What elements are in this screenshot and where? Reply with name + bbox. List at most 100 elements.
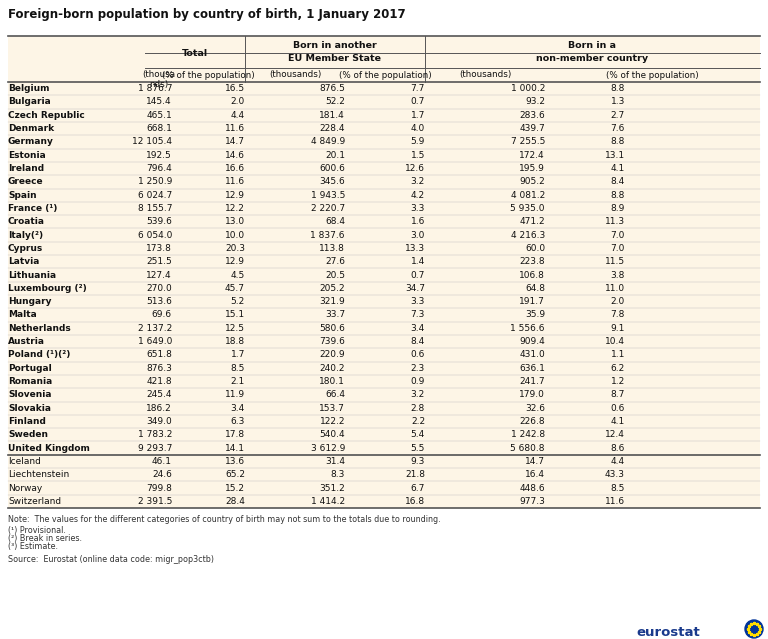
Text: 1 414.2: 1 414.2 — [311, 497, 345, 506]
Text: 153.7: 153.7 — [319, 404, 345, 413]
Text: Malta: Malta — [8, 311, 37, 320]
Text: 35.9: 35.9 — [525, 311, 545, 320]
Text: 9 293.7: 9 293.7 — [137, 443, 172, 452]
Text: 351.2: 351.2 — [319, 484, 345, 493]
Text: 13.0: 13.0 — [225, 217, 245, 226]
Text: 540.4: 540.4 — [319, 430, 345, 439]
Text: 127.4: 127.4 — [147, 270, 172, 279]
Text: 16.4: 16.4 — [525, 470, 545, 479]
Text: 799.8: 799.8 — [146, 484, 172, 493]
Text: 27.6: 27.6 — [325, 258, 345, 266]
Text: 431.0: 431.0 — [519, 350, 545, 359]
Text: 8.3: 8.3 — [331, 470, 345, 479]
Text: 11.3: 11.3 — [605, 217, 625, 226]
Text: 192.5: 192.5 — [146, 151, 172, 160]
Text: 60.0: 60.0 — [525, 244, 545, 253]
Text: 226.8: 226.8 — [519, 417, 545, 426]
Text: 3.0: 3.0 — [411, 231, 425, 240]
Text: 283.6: 283.6 — [519, 111, 545, 119]
Text: 4.5: 4.5 — [230, 270, 245, 279]
Text: 240.2: 240.2 — [319, 364, 345, 373]
Text: 251.5: 251.5 — [146, 258, 172, 266]
Text: 191.7: 191.7 — [519, 297, 545, 306]
Text: 16.6: 16.6 — [225, 164, 245, 173]
Text: 3.4: 3.4 — [411, 324, 425, 333]
Text: 3.8: 3.8 — [611, 270, 625, 279]
Text: 8.6: 8.6 — [611, 443, 625, 452]
Text: 321.9: 321.9 — [319, 297, 345, 306]
Text: 876.3: 876.3 — [146, 364, 172, 373]
Text: 270.0: 270.0 — [146, 284, 172, 293]
Text: 31.4: 31.4 — [325, 457, 345, 466]
Text: Greece: Greece — [8, 178, 44, 187]
Text: 465.1: 465.1 — [146, 111, 172, 119]
Text: 668.1: 668.1 — [146, 124, 172, 133]
Text: 5.5: 5.5 — [411, 443, 425, 452]
Text: Netherlands: Netherlands — [8, 324, 71, 333]
Text: Portugal: Portugal — [8, 364, 51, 373]
Text: 1 783.2: 1 783.2 — [137, 430, 172, 439]
Text: (thousa
nds): (thousa nds) — [142, 70, 175, 89]
Text: 3.2: 3.2 — [411, 390, 425, 399]
Text: 2.7: 2.7 — [611, 111, 625, 119]
Text: Hungary: Hungary — [8, 297, 51, 306]
Text: 2.3: 2.3 — [411, 364, 425, 373]
Text: France (¹): France (¹) — [8, 204, 58, 213]
Text: 13.6: 13.6 — [225, 457, 245, 466]
Text: 1 250.9: 1 250.9 — [137, 178, 172, 187]
Text: 448.6: 448.6 — [519, 484, 545, 493]
Text: Bulgaria: Bulgaria — [8, 98, 51, 107]
Text: 241.7: 241.7 — [519, 377, 545, 386]
Text: Norway: Norway — [8, 484, 42, 493]
Text: 12.4: 12.4 — [605, 430, 625, 439]
Text: 16.5: 16.5 — [225, 84, 245, 93]
Text: 580.6: 580.6 — [319, 324, 345, 333]
Text: 1 000.2: 1 000.2 — [511, 84, 545, 93]
Text: Note:  The values for the different categories of country of birth may not sum t: Note: The values for the different categ… — [8, 515, 441, 524]
Text: 977.3: 977.3 — [519, 497, 545, 506]
Text: 7 255.5: 7 255.5 — [511, 137, 545, 146]
Text: 6.2: 6.2 — [611, 364, 625, 373]
Text: eurostat: eurostat — [636, 626, 700, 639]
Text: 12 105.4: 12 105.4 — [132, 137, 172, 146]
Text: 13.1: 13.1 — [605, 151, 625, 160]
Text: 4.1: 4.1 — [611, 164, 625, 173]
Text: 0.6: 0.6 — [411, 350, 425, 359]
Text: 1.4: 1.4 — [411, 258, 425, 266]
Text: 471.2: 471.2 — [519, 217, 545, 226]
Text: 1 242.8: 1 242.8 — [511, 430, 545, 439]
Text: 6.3: 6.3 — [230, 417, 245, 426]
Text: 7.3: 7.3 — [411, 311, 425, 320]
Text: 796.4: 796.4 — [146, 164, 172, 173]
Text: 14.7: 14.7 — [525, 457, 545, 466]
Text: 16.8: 16.8 — [405, 497, 425, 506]
Text: 2 137.2: 2 137.2 — [137, 324, 172, 333]
Text: Slovenia: Slovenia — [8, 390, 51, 399]
Text: 34.7: 34.7 — [405, 284, 425, 293]
Text: non-member country: non-member country — [536, 54, 648, 63]
Text: 20.1: 20.1 — [325, 151, 345, 160]
Text: (¹) Provisional.: (¹) Provisional. — [8, 526, 66, 535]
Text: 8.5: 8.5 — [611, 484, 625, 493]
Text: 181.4: 181.4 — [319, 111, 345, 119]
Text: 205.2: 205.2 — [319, 284, 345, 293]
Text: 245.4: 245.4 — [147, 390, 172, 399]
Text: 636.1: 636.1 — [519, 364, 545, 373]
Text: Germany: Germany — [8, 137, 54, 146]
Text: 20.5: 20.5 — [325, 270, 345, 279]
Text: 909.4: 909.4 — [519, 337, 545, 346]
Text: 9.3: 9.3 — [411, 457, 425, 466]
Text: 876.5: 876.5 — [319, 84, 345, 93]
Text: Sweden: Sweden — [8, 430, 48, 439]
Bar — [8, 36, 760, 508]
Text: 4.2: 4.2 — [411, 190, 425, 199]
Text: 122.2: 122.2 — [319, 417, 345, 426]
Text: 14.6: 14.6 — [225, 151, 245, 160]
Text: (% of the population): (% of the population) — [606, 70, 699, 79]
Text: 179.0: 179.0 — [519, 390, 545, 399]
Text: (thousands): (thousands) — [269, 70, 321, 79]
Text: 0.7: 0.7 — [411, 98, 425, 107]
Text: 1.2: 1.2 — [611, 377, 625, 386]
Text: 4.4: 4.4 — [611, 457, 625, 466]
Text: 1 649.0: 1 649.0 — [137, 337, 172, 346]
